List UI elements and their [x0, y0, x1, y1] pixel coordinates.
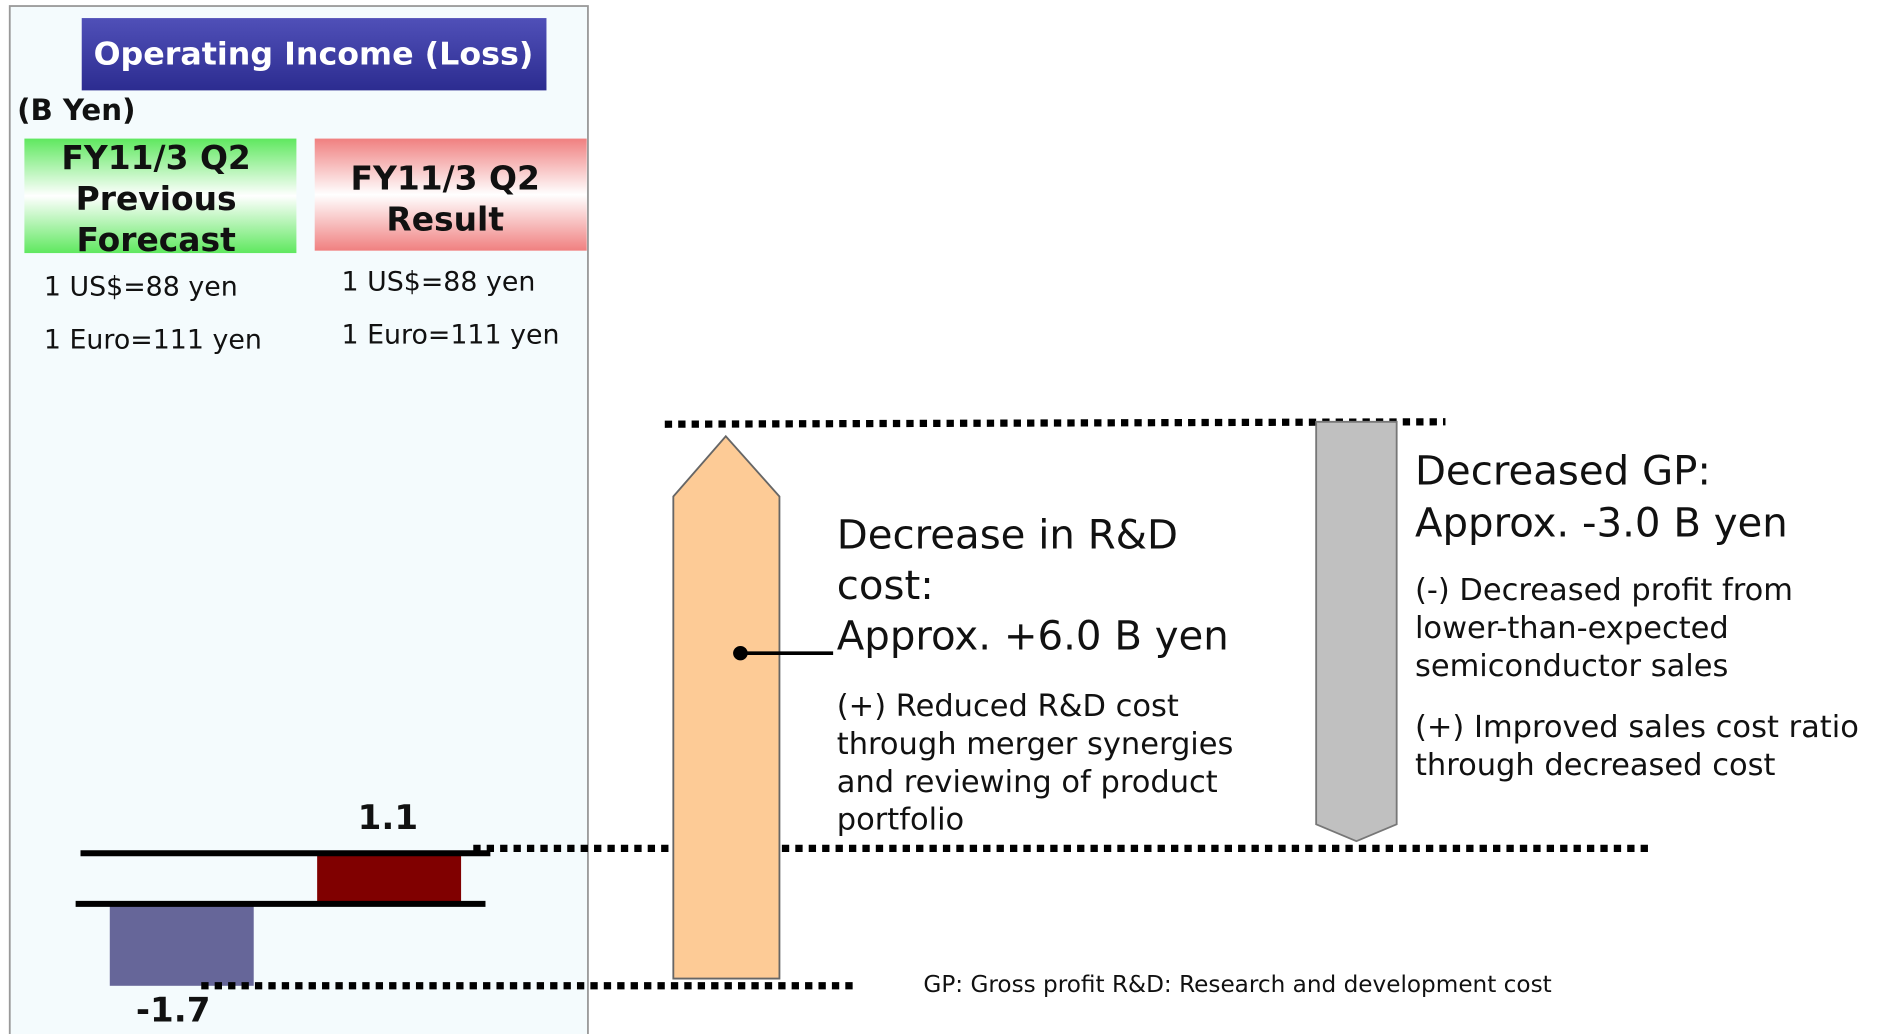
- forecast-box: [24, 138, 297, 254]
- column-header: FY11/3 Q2: [61, 139, 250, 177]
- factor-detail: lower-than-expected: [1415, 611, 1729, 646]
- value-label: 1.1: [358, 798, 418, 838]
- factor-detail: (-) Decreased profit from: [1415, 573, 1793, 608]
- exchange-rate: 1 Euro=111 yen: [44, 325, 262, 356]
- title-box: [81, 18, 547, 91]
- factor-heading: Approx. -3.0 B yen: [1415, 501, 1788, 547]
- value-label: -1.7: [136, 991, 211, 1031]
- title: Operating Income (Loss): [94, 37, 534, 73]
- increase-arrow: [672, 434, 781, 980]
- factor-detail: semiconductor sales: [1415, 649, 1728, 684]
- unit: (B Yen): [17, 93, 135, 127]
- exchange-rate: 1 US$=88 yen: [44, 272, 238, 303]
- column-header: Forecast: [76, 221, 235, 259]
- factor-detail: and reviewing of product: [837, 765, 1218, 800]
- factor-heading: Approx. +6.0 B yen: [837, 614, 1229, 660]
- exchange-rate: 1 US$=88 yen: [342, 267, 536, 298]
- factor-detail: through merger synergies: [837, 727, 1234, 762]
- exchange-rate: 1 Euro=111 yen: [342, 320, 560, 351]
- column-header: FY11/3 Q2: [351, 160, 540, 198]
- factor-detail: through decreased cost: [1415, 748, 1776, 783]
- result-bar: [317, 855, 462, 902]
- footnote: GP: Gross profit R&D: Research and devel…: [923, 972, 1551, 998]
- factor-detail: (+) Reduced R&D cost: [837, 689, 1179, 724]
- factor-heading: Decrease in R&D: [837, 513, 1178, 559]
- forecast-bar: [109, 906, 254, 986]
- decrease-arrow: [1315, 420, 1398, 843]
- result-box: [314, 138, 587, 251]
- factor-heading: Decreased GP:: [1415, 449, 1711, 495]
- factor-detail: portfolio: [837, 803, 964, 838]
- factor-heading: cost:: [837, 563, 934, 609]
- column-header: Previous: [76, 180, 237, 218]
- column-header: Result: [386, 201, 504, 239]
- factor-detail: (+) Improved sales cost ratio: [1415, 710, 1859, 745]
